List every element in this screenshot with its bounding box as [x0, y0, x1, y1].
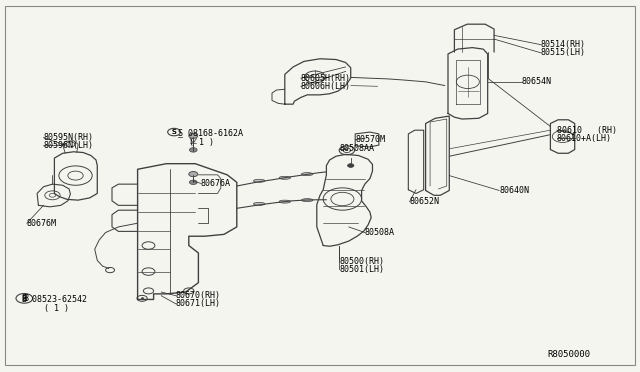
Text: 80570M: 80570M [355, 135, 385, 144]
Text: 80676A: 80676A [201, 179, 231, 188]
Text: 80596N(LH): 80596N(LH) [44, 141, 93, 150]
Text: 80610   (RH): 80610 (RH) [557, 126, 617, 135]
Text: 80508A: 80508A [365, 228, 395, 237]
Text: ( 1 ): ( 1 ) [189, 138, 214, 147]
Text: B 08523-62542: B 08523-62542 [22, 295, 87, 304]
Text: 80671(LH): 80671(LH) [176, 299, 221, 308]
Ellipse shape [253, 179, 265, 182]
Text: 80670(RH): 80670(RH) [176, 291, 221, 300]
Ellipse shape [301, 173, 313, 176]
Text: 80606H(LH): 80606H(LH) [301, 82, 351, 91]
Text: R8050000: R8050000 [547, 350, 590, 359]
Text: 80595N(RH): 80595N(RH) [44, 133, 93, 142]
Text: 80500(RH): 80500(RH) [339, 257, 384, 266]
Text: 80515(LH): 80515(LH) [541, 48, 586, 57]
Text: S 08168-6162A: S 08168-6162A [178, 129, 243, 138]
Circle shape [189, 171, 198, 177]
Ellipse shape [301, 199, 313, 202]
Circle shape [189, 180, 197, 185]
Text: S: S [172, 129, 176, 135]
Ellipse shape [279, 200, 291, 203]
Text: ( 1 ): ( 1 ) [44, 304, 68, 312]
Text: 80610+A(LH): 80610+A(LH) [557, 134, 612, 143]
Text: 80501(LH): 80501(LH) [339, 265, 384, 274]
Ellipse shape [253, 202, 265, 205]
Circle shape [348, 164, 354, 167]
Circle shape [189, 133, 198, 138]
Text: B: B [23, 294, 28, 303]
Text: S: S [172, 129, 177, 135]
Ellipse shape [279, 176, 291, 179]
Text: B: B [22, 294, 27, 303]
Text: 80508AA: 80508AA [339, 144, 374, 153]
Text: 80652N: 80652N [410, 197, 440, 206]
Circle shape [189, 148, 197, 152]
Text: 80605H(RH): 80605H(RH) [301, 74, 351, 83]
Text: 80676M: 80676M [27, 219, 57, 228]
Text: 80654N: 80654N [522, 77, 552, 86]
Text: 80514(RH): 80514(RH) [541, 40, 586, 49]
Text: 80640N: 80640N [499, 186, 529, 195]
